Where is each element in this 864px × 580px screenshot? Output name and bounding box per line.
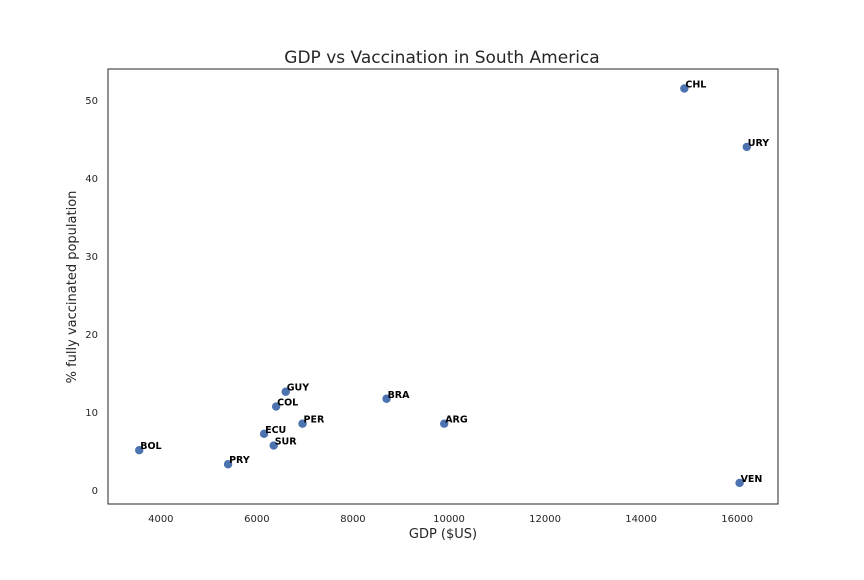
data-point <box>735 478 744 488</box>
y-tick-label: 10 <box>85 408 98 419</box>
plot-area-frame <box>107 68 779 505</box>
data-point-label: ARG <box>445 415 468 426</box>
y-tick-label: 50 <box>85 96 98 107</box>
y-axis-label: % fully vaccinated population <box>65 191 80 384</box>
y-tick-label: 30 <box>85 252 98 263</box>
data-point-label: COL <box>277 398 298 409</box>
data-point-label: BRA <box>388 390 411 401</box>
x-tick-label: 6000 <box>244 514 269 525</box>
x-tick-label: 12000 <box>529 514 561 525</box>
y-tick-label: 0 <box>92 486 98 497</box>
data-point-label: URY <box>748 138 770 149</box>
data-point <box>742 142 751 152</box>
data-point-label: ECU <box>265 425 286 436</box>
data-point <box>259 429 269 439</box>
data-point-label: CHL <box>685 79 706 90</box>
data-point <box>680 84 689 93</box>
data-point-label: GUY <box>287 383 310 394</box>
x-axis-ticks: 4000 6000 8000 10000 12000 14000 16000 <box>148 514 753 525</box>
x-tick-label: 16000 <box>721 514 753 525</box>
y-tick-label: 40 <box>85 174 98 185</box>
data-point-label: PER <box>304 415 325 426</box>
chart-title: GDP vs Vaccination in South America <box>284 48 599 68</box>
x-tick-label: 4000 <box>148 514 173 525</box>
x-axis-label: GDP ($US) <box>409 527 477 542</box>
data-point <box>281 387 290 396</box>
data-point-label: SUR <box>275 437 298 448</box>
x-tick-label: 14000 <box>625 514 657 525</box>
data-point-label: VEN <box>741 474 763 485</box>
data-point-label: PRY <box>229 455 250 466</box>
x-tick-label: 10000 <box>433 514 465 525</box>
data-point <box>271 402 281 411</box>
data-point <box>382 394 391 403</box>
data-point <box>269 441 278 450</box>
data-point-label: BOL <box>140 441 161 452</box>
data-point <box>440 419 449 428</box>
data-point <box>223 460 233 469</box>
x-tick-label: 8000 <box>340 514 365 525</box>
y-tick-label: 20 <box>85 330 98 341</box>
data-point <box>298 419 307 428</box>
data-point <box>135 446 144 455</box>
y-axis-ticks: 0 10 20 30 40 50 <box>85 96 98 497</box>
